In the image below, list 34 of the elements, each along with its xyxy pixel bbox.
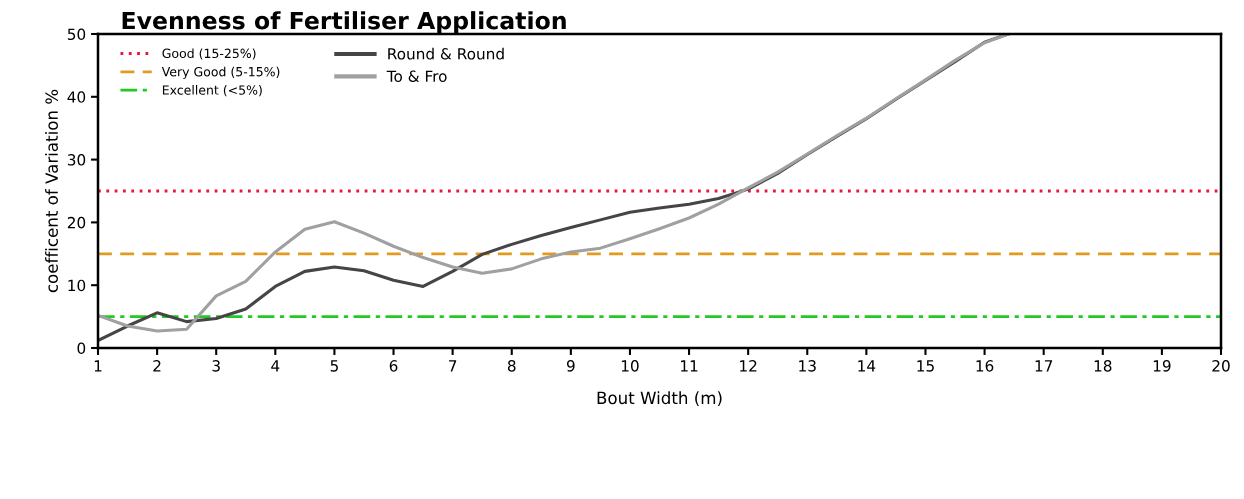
x-tick-label: 2 [153,360,161,372]
x-tick-label: 20 [1212,360,1230,372]
legend-label: Excellent (<5%) [162,85,262,97]
x-tick-label: 9 [566,360,575,372]
x-tick-label: 14 [858,360,876,372]
x-tick-label: 1 [94,360,102,372]
y-tick-label: 50 [67,28,86,41]
x-tick-label: 10 [621,360,639,372]
legend-label: To & Fro [386,70,447,82]
y-axis-title: coefficent of Variation % [45,89,58,293]
y-tick-label: 0 [77,342,86,355]
x-tick-label: 17 [1035,360,1053,372]
y-tick-label: 40 [67,91,86,103]
chart-title: Evenness of Fertiliser Application [122,11,566,34]
x-tick-label: 7 [449,360,457,372]
legend-label: Round & Round [388,47,504,60]
x-tick-label: 4 [271,360,280,372]
legend-label: Good (15-25%) [162,48,256,60]
x-tick-label: 8 [507,360,516,372]
y-tick-label: 10 [68,279,86,292]
x-tick-label: 11 [681,360,698,372]
y-tick-label: 30 [67,154,86,166]
x-tick-label: 13 [799,360,816,372]
x-tick-label: 16 [976,360,994,372]
y-tick-label: 20 [67,216,86,229]
legend-label: Very Good (5-15%) [161,66,280,79]
x-tick-label: 19 [1153,360,1171,372]
x-tick-label: 15 [917,360,934,372]
x-tick-label: 12 [740,360,757,372]
x-tick-label: 3 [212,360,220,372]
x-axis-title: Bout Width (m) [597,391,722,407]
x-tick-label: 6 [389,360,398,372]
x-tick-label: 5 [330,360,338,372]
x-tick-label: 18 [1094,360,1112,372]
